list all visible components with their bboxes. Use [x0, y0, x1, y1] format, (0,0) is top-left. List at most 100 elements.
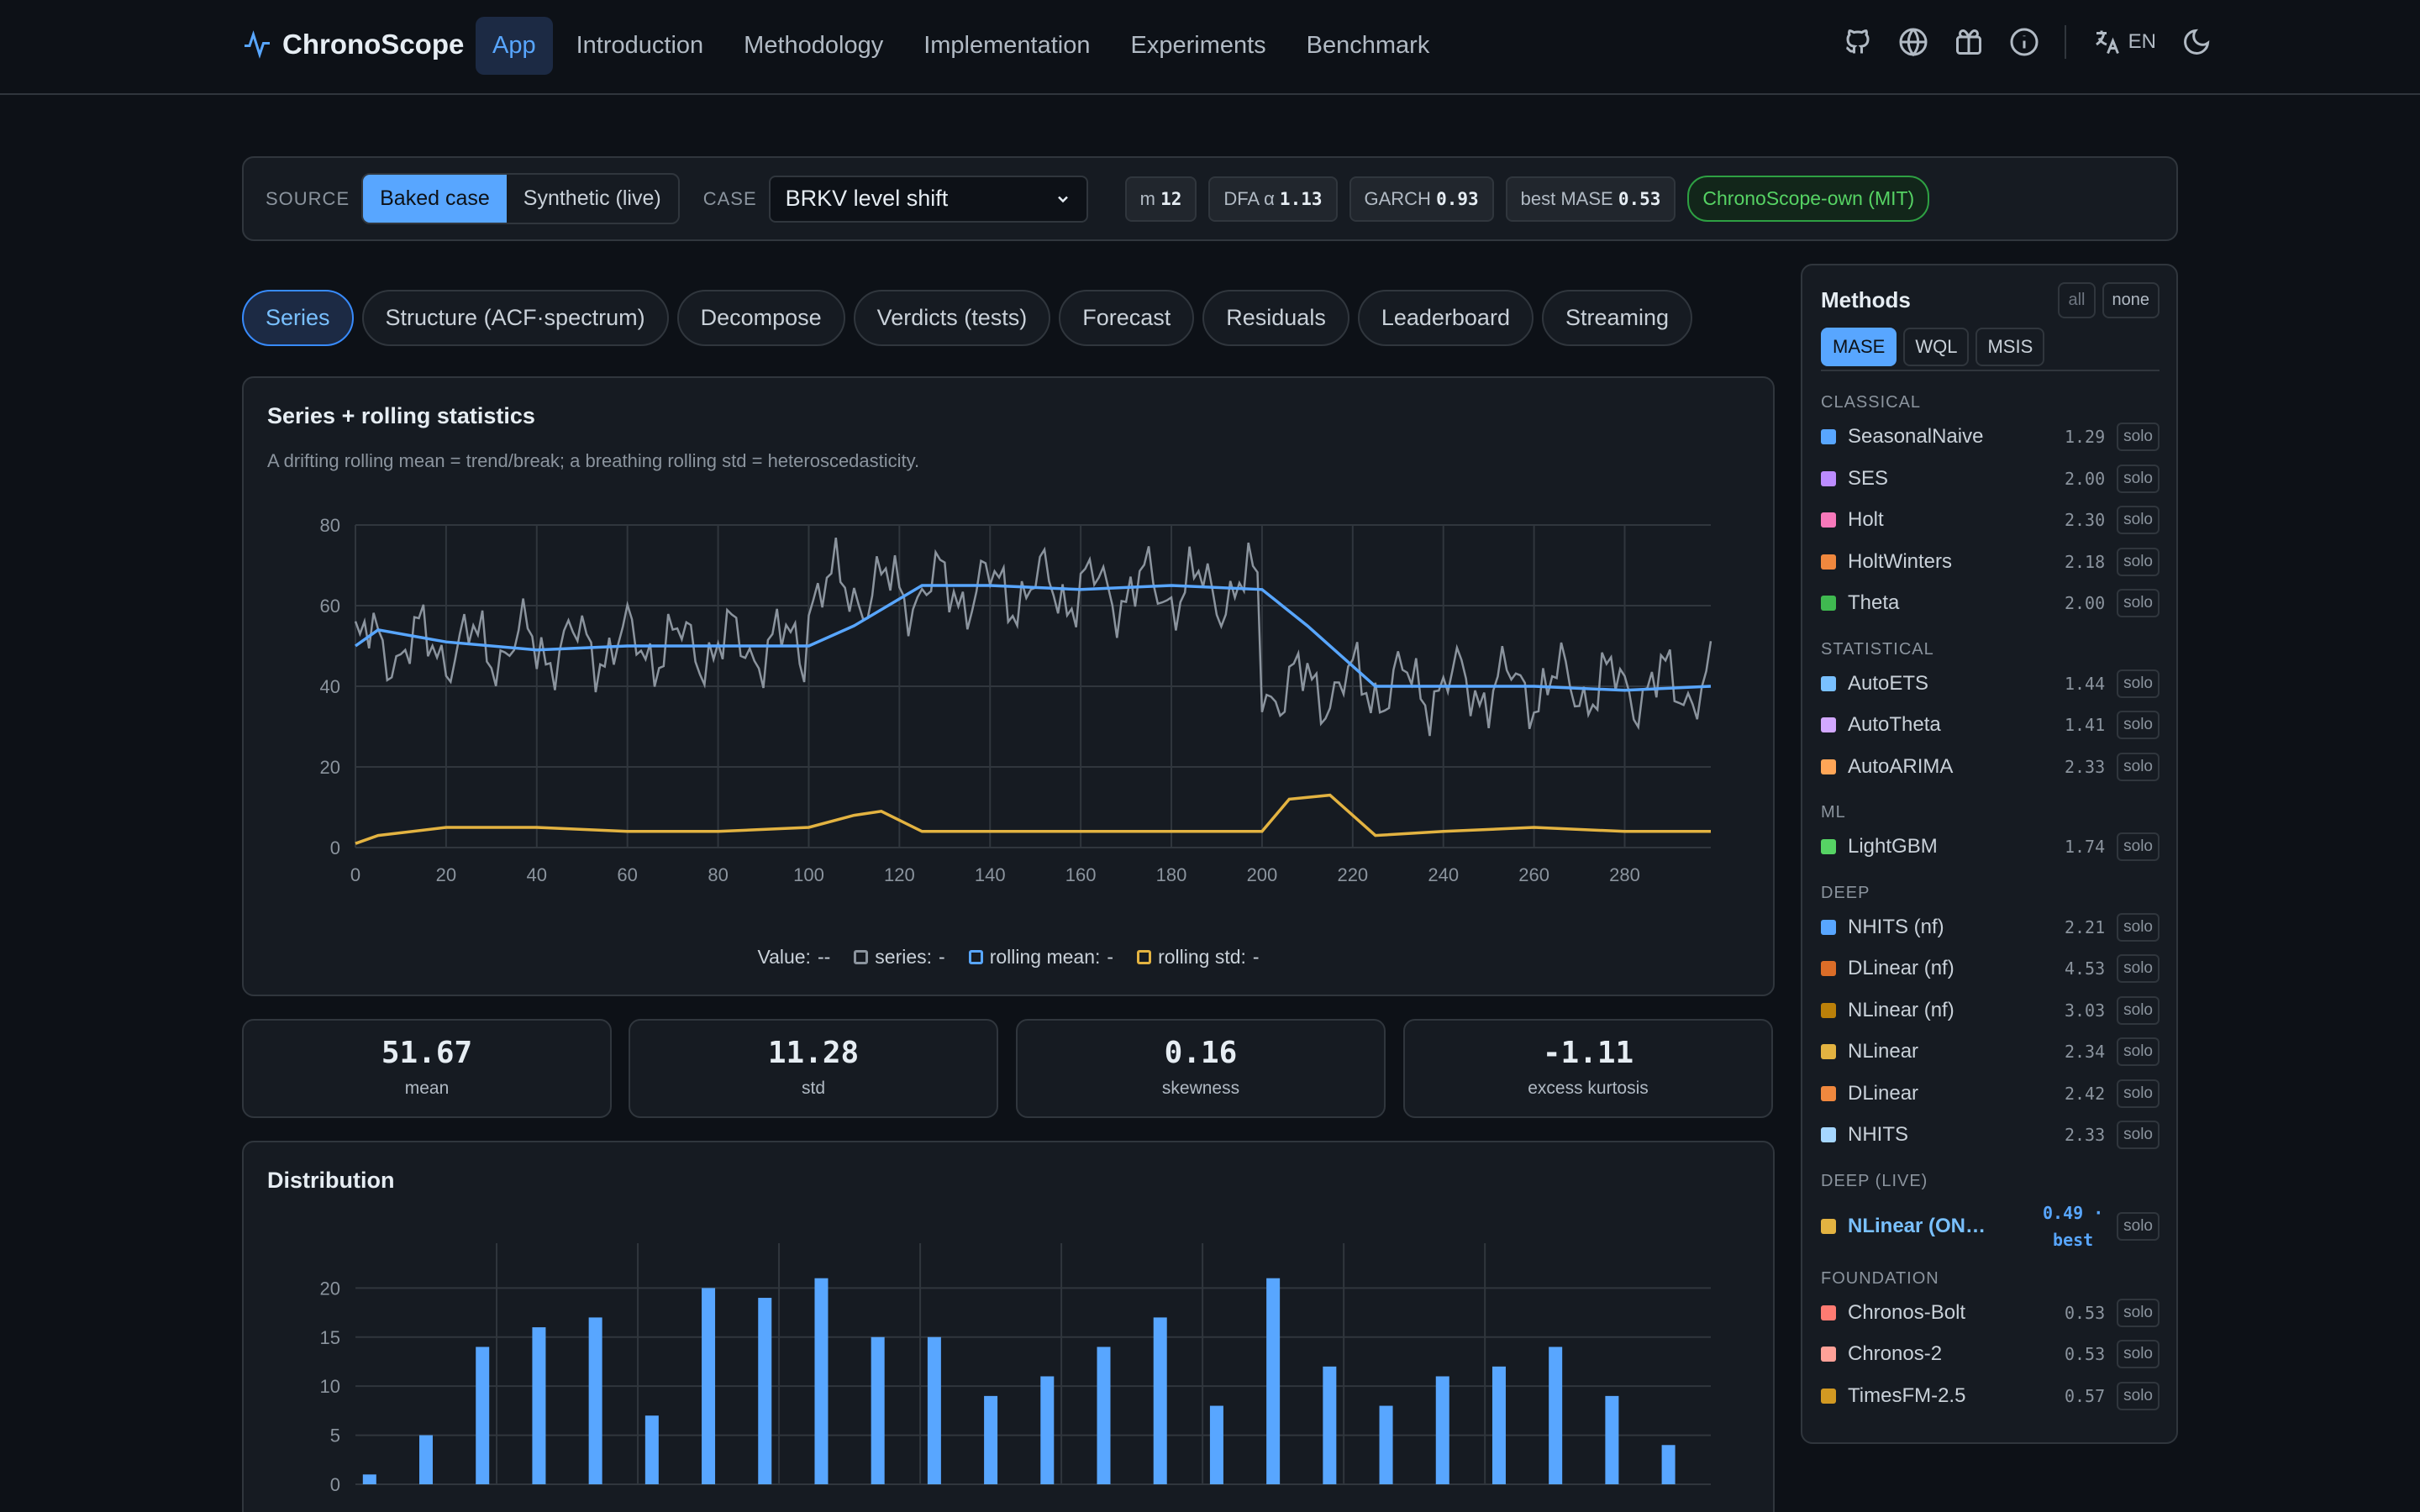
metric-tab-msis[interactable]: MSIS	[1975, 328, 2045, 366]
x-tick-label: 0	[350, 864, 360, 885]
solo-button[interactable]: solo	[2117, 752, 2160, 781]
legend-rolling-std[interactable]: rolling std: -	[1137, 946, 1260, 969]
method-row-theta[interactable]: Theta 2.00 solo	[1821, 586, 2160, 620]
tab-streaming[interactable]: Streaming	[1541, 290, 1693, 346]
select-all-button[interactable]: all	[2058, 282, 2096, 318]
metric-tab-wql[interactable]: WQL	[1903, 328, 1970, 366]
legend-rolling-mean-label: rolling mean:	[989, 946, 1101, 968]
method-score: 2.34	[2064, 1042, 2106, 1062]
nav-link-app[interactable]: App	[476, 17, 553, 75]
nav-link-experiments[interactable]: Experiments	[1130, 32, 1266, 59]
solo-button[interactable]: solo	[2117, 1298, 2160, 1327]
series-legend: Value: -- series: - rolling mean: - rolling…	[244, 946, 1773, 969]
method-row-autoets[interactable]: AutoETS 1.44 solo	[1821, 667, 2160, 701]
y-tick-label: 0	[330, 1474, 340, 1495]
method-color-swatch	[1821, 919, 1836, 935]
x-tick-label: 140	[975, 864, 1006, 885]
metric-tabs: MASE WQL MSIS	[1821, 328, 2045, 366]
solo-button[interactable]: solo	[2117, 995, 2160, 1025]
x-tick-label: 240	[1428, 864, 1459, 885]
rolling-std-line	[355, 793, 1711, 845]
solo-button[interactable]: solo	[2117, 1340, 2160, 1368]
method-row-seasonalnaive[interactable]: SeasonalNaive 1.29 solo	[1821, 420, 2160, 454]
tab-decompose[interactable]: Decompose	[676, 290, 845, 346]
legend-rolling-std-swatch	[1137, 950, 1152, 964]
pulse-icon	[245, 30, 270, 59]
method-row-nlinear-nf[interactable]: NLinear (nf) 3.03 solo	[1821, 994, 2160, 1027]
chip-m-key: m	[1139, 187, 1155, 209]
tab-residuals[interactable]: Residuals	[1202, 290, 1349, 346]
moon-icon[interactable]	[2181, 27, 2212, 57]
tab-series[interactable]: Series	[242, 290, 354, 346]
nav-link-introduction[interactable]: Introduction	[576, 32, 704, 59]
solo-button[interactable]: solo	[2117, 547, 2160, 576]
y-tick-label: 20	[320, 1278, 340, 1299]
solo-button[interactable]: solo	[2117, 464, 2160, 493]
metric-tab-mase[interactable]: MASE	[1821, 328, 1897, 366]
nav-link-methodology[interactable]: Methodology	[744, 32, 884, 59]
stat-skewness-label: skewness	[1161, 1079, 1240, 1098]
brand[interactable]: ChronoScope	[242, 29, 464, 60]
method-group-statistical: STATISTICAL	[1821, 639, 1934, 659]
y-tick-label: 80	[320, 515, 340, 536]
source-option-synthetic[interactable]: Synthetic (live)	[523, 186, 661, 210]
method-row-lightgbm[interactable]: LightGBM 1.74 solo	[1821, 830, 2160, 864]
method-row-timesfm-2-5[interactable]: TimesFM-2.5 0.57 solo	[1821, 1379, 2160, 1413]
method-color-swatch	[1821, 554, 1836, 570]
solo-button[interactable]: solo	[2117, 589, 2160, 617]
nav-separator	[2064, 25, 2066, 59]
solo-button[interactable]: solo	[2117, 1079, 2160, 1108]
solo-button[interactable]: solo	[2117, 1037, 2160, 1066]
solo-button[interactable]: solo	[2117, 1381, 2160, 1410]
method-score: 2.18	[2064, 551, 2106, 572]
method-row-chronos-bolt[interactable]: Chronos-Bolt 0.53 solo	[1821, 1296, 2160, 1330]
solo-button[interactable]: solo	[2117, 506, 2160, 534]
globe-icon[interactable]	[1898, 27, 1928, 57]
solo-button[interactable]: solo	[2117, 1121, 2160, 1149]
solo-button[interactable]: solo	[2117, 669, 2160, 698]
tab-leaderboard[interactable]: Leaderboard	[1357, 290, 1534, 346]
solo-button[interactable]: solo	[2117, 423, 2160, 451]
method-row-nlinear[interactable]: NLinear 2.34 solo	[1821, 1035, 2160, 1068]
x-tick-label: 220	[1337, 864, 1368, 885]
legend-series[interactable]: series: -	[854, 946, 945, 969]
nav-link-benchmark[interactable]: Benchmark	[1306, 32, 1430, 59]
method-row-nlinear-on[interactable]: NLinear (ON… 0.49 · best solo	[1821, 1199, 2160, 1254]
case-select[interactable]: BRKV level shift	[768, 175, 1088, 223]
solo-button[interactable]: solo	[2117, 832, 2160, 861]
solo-button[interactable]: solo	[2117, 711, 2160, 739]
method-score: 3.03	[2064, 1000, 2106, 1021]
method-row-ses[interactable]: SES 2.00 solo	[1821, 462, 2160, 496]
distribution-bar-chart[interactable]: 0 5 10 15 20	[244, 1142, 1773, 1512]
method-row-dlinear-nf[interactable]: DLinear (nf) 4.53 solo	[1821, 952, 2160, 985]
method-row-autoarima[interactable]: AutoARIMA 2.33 solo	[1821, 750, 2160, 784]
language-switch[interactable]: EN	[2091, 27, 2156, 57]
tab-forecast[interactable]: Forecast	[1059, 290, 1195, 346]
tab-verdicts-tests[interactable]: Verdicts (tests)	[853, 290, 1051, 346]
stat-kurtosis: -1.11 excess kurtosis	[1403, 1019, 1773, 1118]
gift-icon[interactable]	[1954, 27, 1984, 57]
select-none-button[interactable]: none	[2102, 282, 2160, 318]
solo-button[interactable]: solo	[2117, 912, 2160, 942]
info-icon[interactable]	[2009, 27, 2039, 57]
source-option-baked[interactable]: Baked case	[363, 175, 507, 223]
y-tick-label: 15	[320, 1327, 340, 1348]
github-icon[interactable]	[1843, 27, 1873, 57]
series-line-chart[interactable]: 0 20 40 60 80 100 120 140 160 180 200 220 240 260 280 0…	[244, 462, 1773, 1016]
method-row-dlinear[interactable]: DLinear 2.42 solo	[1821, 1077, 2160, 1110]
tab-structure-acf-spectrum[interactable]: Structure (ACF·spectrum)	[361, 290, 669, 346]
nav-link-implementation[interactable]: Implementation	[923, 32, 1091, 59]
method-row-autotheta[interactable]: AutoTheta 1.41 solo	[1821, 708, 2160, 742]
legend-rolling-mean[interactable]: rolling mean: -	[968, 946, 1113, 969]
method-row-holt[interactable]: Holt 2.30 solo	[1821, 503, 2160, 537]
method-name: AutoETS	[1848, 671, 1929, 695]
method-score: 2.33	[2064, 756, 2106, 777]
source-bar: SOURCE Baked case Synthetic (live) CASE …	[242, 156, 2178, 241]
solo-button[interactable]: solo	[2117, 1211, 2160, 1241]
solo-button[interactable]: solo	[2117, 954, 2160, 983]
method-row-nhits[interactable]: NHITS 2.33 solo	[1821, 1118, 2160, 1152]
histogram-bar	[1153, 1317, 1167, 1484]
method-row-holtwinters[interactable]: HoltWinters 2.18 solo	[1821, 545, 2160, 579]
method-row-chronos-2[interactable]: Chronos-2 0.53 solo	[1821, 1337, 2160, 1371]
method-row-nhits-nf[interactable]: NHITS (nf) 2.21 solo	[1821, 911, 2160, 944]
